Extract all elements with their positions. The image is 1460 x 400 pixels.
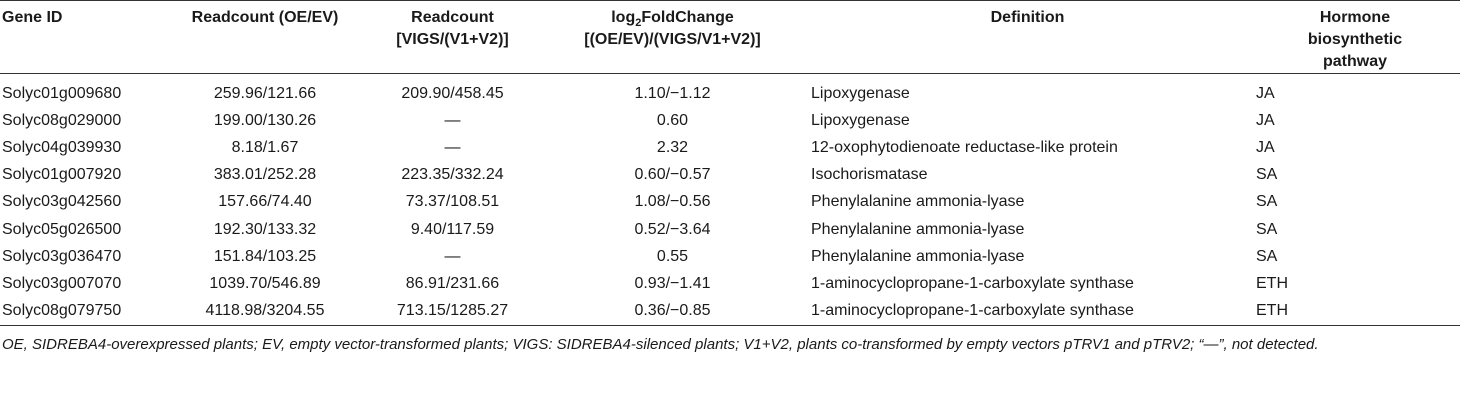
table-row: Solyc08g079750 4118.98/3204.55 713.15/1285… — [0, 298, 1460, 326]
header-text: [(OE/EV)/(VIGS/V1+V2)] — [584, 31, 761, 48]
table-row: Solyc01g007920 383.01/252.28 223.35/332.24… — [0, 162, 1460, 189]
table-row: Solyc08g029000 199.00/130.26 — 0.60 Lipoxyge… — [0, 107, 1460, 134]
table-row: Solyc03g036470 151.84/103.25 — 0.55 Phenylal… — [0, 243, 1460, 270]
table-cell: JA — [1256, 111, 1275, 129]
table-cell: 0.93/−1.41 — [634, 274, 711, 292]
header-text: Readcount (OE/EV) — [191, 9, 339, 26]
table-cell: ETH — [1256, 302, 1288, 320]
table-cell: Solyc08g079750 — [2, 302, 122, 320]
header-text: Definition — [990, 9, 1065, 26]
table-cell: Isochorismatase — [811, 166, 928, 184]
header-cell: Readcount (OE/EV) — [165, 1, 365, 74]
table-header: Gene ID Readcount (OE/EV) Readcount [VIGS… — [0, 0, 1460, 74]
header-subscript: 2 — [635, 17, 642, 30]
table-row: Solyc03g042560 157.66/74.40 73.37/108.51 1.… — [0, 189, 1460, 216]
table-cell: Lipoxygenase — [811, 111, 910, 129]
table-row: Solyc03g007070 1039.70/546.89 86.91/231.66… — [0, 270, 1460, 297]
table-cell: Lipoxygenase — [811, 84, 910, 102]
table-row: Solyc05g026500 192.30/133.32 9.40/117.59 0.… — [0, 216, 1460, 243]
table-cell: Solyc03g042560 — [2, 193, 122, 211]
data-table: Gene ID Readcount (OE/EV) Readcount [VIGS… — [0, 0, 1460, 326]
table-cell: Phenylalanine ammonia-lyase — [811, 247, 1025, 265]
header-cell: Gene ID — [0, 1, 165, 74]
table-cell: Solyc04g039930 — [2, 138, 122, 156]
table-cell: — — [444, 138, 461, 156]
table-cell: 1039.70/546.89 — [209, 274, 321, 292]
header-text: FoldChange — [641, 9, 734, 26]
table-cell: Solyc05g026500 — [2, 220, 122, 238]
table-cell: — — [444, 247, 461, 265]
table-cell: 259.96/121.66 — [213, 84, 317, 102]
header-cell: Hormone biosynthetic pathway — [1250, 1, 1460, 74]
footnote: OE, SIDREBA4-overexpressed plants; EV, e… — [2, 335, 1319, 353]
table-cell: 1-aminocyclopropane-1-carboxylate syntha… — [811, 302, 1134, 320]
table-cell: JA — [1256, 84, 1275, 102]
table-row: Solyc01g009680 259.96/121.66 209.90/458.45… — [0, 80, 1460, 107]
table-cell: SA — [1256, 193, 1278, 211]
header-cell: Readcount [VIGS/(V1+V2)] — [365, 1, 540, 74]
table-cell: 0.60 — [656, 111, 689, 129]
header-text: Hormone biosynthetic pathway — [1307, 9, 1403, 70]
table-cell: 4118.98/3204.55 — [205, 302, 325, 320]
header-row: Gene ID Readcount (OE/EV) Readcount [VIGS… — [0, 0, 1460, 74]
table-cell: SA — [1256, 220, 1278, 238]
table-cell: 12-oxophytodienoate reductase-like prote… — [811, 138, 1118, 156]
table-cell: 2.32 — [656, 138, 689, 156]
table-cell: 0.52/−3.64 — [634, 220, 711, 238]
table-cell: 1.10/−1.12 — [634, 84, 711, 102]
table-cell: 86.91/231.66 — [405, 274, 500, 292]
header-cell: log2FoldChange [(OE/EV)/(VIGS/V1+V2)] — [540, 1, 805, 74]
table-cell: Solyc01g007920 — [2, 166, 122, 184]
table-cell: 9.40/117.59 — [410, 220, 495, 238]
table-cell: Solyc03g007070 — [2, 274, 122, 292]
table-cell: 383.01/252.28 — [213, 166, 317, 184]
table-cell: 192.30/133.32 — [213, 220, 317, 238]
table-cell: Phenylalanine ammonia-lyase — [811, 220, 1025, 238]
table-cell: 73.37/108.51 — [405, 193, 500, 211]
table-cell: 1.08/−0.56 — [634, 193, 711, 211]
table-body: Solyc01g009680 259.96/121.66 209.90/458.45… — [0, 74, 1460, 326]
header-text: log — [611, 9, 636, 26]
table-cell: — — [444, 111, 461, 129]
table-cell: SA — [1256, 166, 1278, 184]
table-cell: Solyc03g036470 — [2, 247, 122, 265]
table-cell: ETH — [1256, 274, 1288, 292]
table-cell: 1-aminocyclopropane-1-carboxylate syntha… — [811, 274, 1134, 292]
header-cell: Definition — [805, 1, 1250, 74]
table-cell: JA — [1256, 138, 1275, 156]
table-cell: 8.18/1.67 — [231, 138, 299, 156]
table-cell: 0.55 — [656, 247, 689, 265]
table-cell: 713.15/1285.27 — [396, 302, 509, 320]
header-text: Gene ID — [2, 9, 63, 26]
table-cell: Solyc08g029000 — [2, 111, 122, 129]
header-text: [VIGS/(V1+V2)] — [396, 31, 509, 48]
table-row: Solyc04g039930 8.18/1.67 — 2.32 12-oxophytod… — [0, 134, 1460, 161]
table-cell: 0.60/−0.57 — [634, 166, 711, 184]
table-cell: 151.84/103.25 — [213, 247, 317, 265]
table-cell: 199.00/130.26 — [213, 111, 317, 129]
table-cell: 209.90/458.45 — [401, 84, 504, 102]
table-cell: SA — [1256, 247, 1278, 265]
table-cell: 0.36/−0.85 — [634, 302, 711, 320]
table-cell: 223.35/332.24 — [401, 166, 504, 184]
table-cell: 157.66/74.40 — [218, 193, 312, 211]
header-text: Readcount — [411, 9, 494, 26]
table-cell: Phenylalanine ammonia-lyase — [811, 193, 1025, 211]
table-cell: Solyc01g009680 — [2, 84, 122, 102]
